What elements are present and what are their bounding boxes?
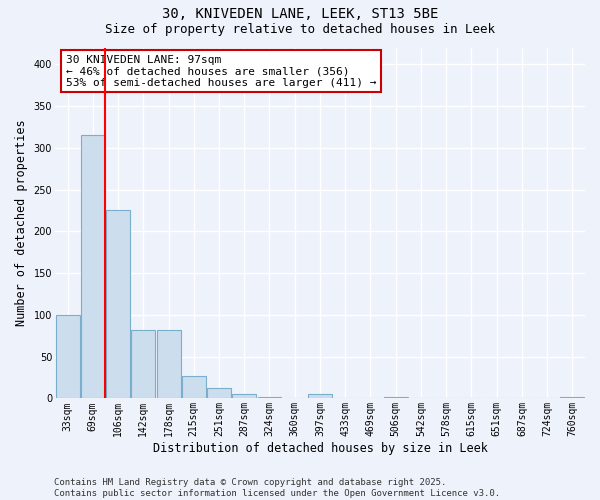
Bar: [207, 388, 231, 398]
Bar: [56, 315, 80, 398]
Bar: [131, 330, 155, 398]
Text: Size of property relative to detached houses in Leek: Size of property relative to detached ho…: [105, 22, 495, 36]
Text: 30, KNIVEDEN LANE, LEEK, ST13 5BE: 30, KNIVEDEN LANE, LEEK, ST13 5BE: [162, 8, 438, 22]
Y-axis label: Number of detached properties: Number of detached properties: [15, 120, 28, 326]
Bar: [308, 394, 332, 398]
Text: Contains HM Land Registry data © Crown copyright and database right 2025.
Contai: Contains HM Land Registry data © Crown c…: [54, 478, 500, 498]
Bar: [232, 394, 256, 398]
Bar: [384, 396, 407, 398]
Text: 30 KNIVEDEN LANE: 97sqm
← 46% of detached houses are smaller (356)
53% of semi-d: 30 KNIVEDEN LANE: 97sqm ← 46% of detache…: [65, 54, 376, 88]
Bar: [106, 210, 130, 398]
Bar: [81, 135, 105, 398]
Bar: [157, 330, 181, 398]
Bar: [560, 396, 584, 398]
X-axis label: Distribution of detached houses by size in Leek: Distribution of detached houses by size …: [152, 442, 487, 455]
Bar: [257, 396, 281, 398]
Bar: [182, 376, 206, 398]
